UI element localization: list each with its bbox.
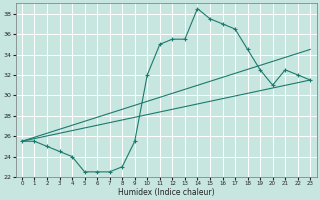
X-axis label: Humidex (Indice chaleur): Humidex (Indice chaleur)	[118, 188, 214, 197]
